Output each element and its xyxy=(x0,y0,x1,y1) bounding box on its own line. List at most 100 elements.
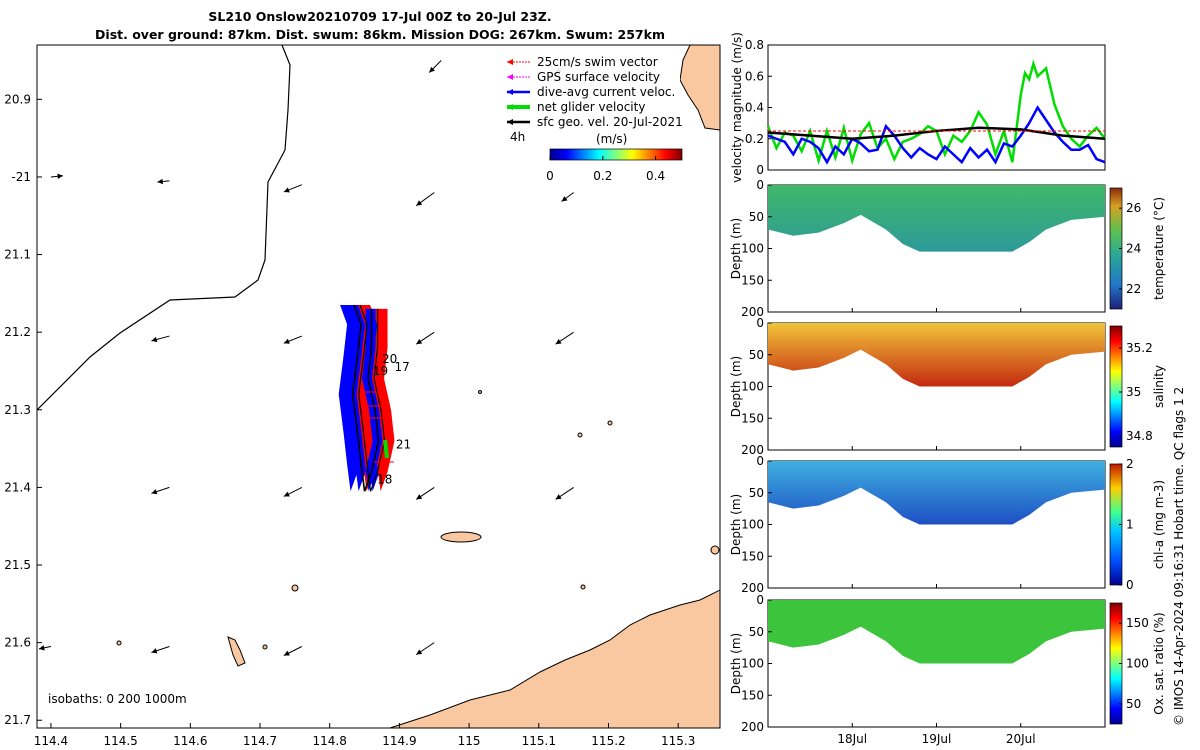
dive-avg-core-shading xyxy=(346,305,383,492)
depth-tick-label: 200 xyxy=(741,720,764,734)
geostrophic-vector-head xyxy=(283,650,290,656)
map-x-tick-label: 115.3 xyxy=(661,734,695,748)
depth-tick-label: 0 xyxy=(756,454,764,468)
isobath-line xyxy=(37,45,291,411)
legend-label: 25cm/s swim vector xyxy=(537,55,658,69)
depth-tick-label: 200 xyxy=(741,305,764,319)
geostrophic-vector-head xyxy=(151,489,158,495)
geostrophic-vector-head xyxy=(38,645,45,651)
colorbar-tick-label: 0.4 xyxy=(646,169,665,183)
track-day-label: 18 xyxy=(377,473,392,487)
island-central xyxy=(440,531,482,543)
depth-tick-label: 0 xyxy=(756,593,764,607)
section-colorbar xyxy=(1109,325,1123,448)
velocity-y-tick-label: 0.6 xyxy=(745,69,764,83)
legend-label: dive-avg current veloc. xyxy=(537,85,675,99)
track-day-label: 21 xyxy=(396,438,411,452)
colorbar-tick-label: 50 xyxy=(1126,697,1141,711)
colorbar-tick-label: 26 xyxy=(1126,201,1141,215)
colorbar-tick-label: 22 xyxy=(1126,282,1141,296)
track-day-label: 17 xyxy=(395,360,410,374)
land-ne-peninsula xyxy=(679,45,720,131)
legend-arrowhead xyxy=(507,89,513,95)
islet-1 xyxy=(291,584,299,592)
map-x-tick-label: 115.1 xyxy=(522,734,556,748)
depth-tick-label: 0 xyxy=(756,316,764,330)
islet-3 xyxy=(577,432,583,438)
legend-arrowhead xyxy=(507,74,513,80)
velocity-series-line xyxy=(767,105,1106,165)
legend-box xyxy=(500,52,680,147)
colorbar-tick-label: 100 xyxy=(1126,657,1149,671)
velocity-ylabel: velocity magnitude (m/s) xyxy=(730,32,744,183)
geostrophic-vector-head xyxy=(429,66,435,73)
legend-arrowhead xyxy=(507,104,513,110)
map-y-tick-label: 20.9 xyxy=(4,92,31,106)
colorbar-label: Ox. sat. ratio (%) xyxy=(1152,612,1166,714)
colorbar-tick-label: 0 xyxy=(1126,578,1134,592)
velocity-series-line xyxy=(766,59,1106,166)
velocity-series-line xyxy=(767,126,1106,141)
map-x-tick-label: 114.6 xyxy=(173,734,207,748)
geostrophic-vector-head xyxy=(157,178,164,185)
islet-8 xyxy=(478,390,482,394)
geostrophic-vector-head xyxy=(151,336,158,343)
legend-arrowhead xyxy=(507,59,513,65)
map-x-tick-label: 114.7 xyxy=(243,734,277,748)
depth-tick-label: 150 xyxy=(741,273,764,287)
net-glider-velocity-mark xyxy=(383,439,389,459)
map-x-tick-label: 114.4 xyxy=(34,734,68,748)
legend-arrowhead xyxy=(507,119,513,125)
map-y-tick-label: 21.7 xyxy=(4,713,31,727)
depth-tick-label: 100 xyxy=(741,657,764,671)
legend-label: GPS surface velocity xyxy=(537,70,660,84)
map-y-tick-label: 21.2 xyxy=(4,325,31,339)
map-x-tick-label: 115.2 xyxy=(591,734,625,748)
velocity-y-tick-label: 0.8 xyxy=(745,38,764,52)
geostrophic-vector-head xyxy=(555,338,562,345)
map-y-tick-label: -21 xyxy=(11,170,31,184)
geostrophic-vector-head xyxy=(416,649,423,655)
velocity-frame xyxy=(767,44,1106,171)
speed-colorbar: (m/s) 0 0.2 0.4 xyxy=(546,132,683,183)
colorbar-label: salinity xyxy=(1152,365,1166,408)
geostrophic-vector-head xyxy=(151,648,158,654)
map-y-tick-label: 21.6 xyxy=(4,636,31,650)
island-west xyxy=(227,636,246,667)
geostrophic-vector-head xyxy=(57,173,63,179)
section-ylabel: Depth (m) xyxy=(729,356,743,417)
geostrophic-vector xyxy=(304,37,316,42)
depth-tick-label: 50 xyxy=(749,348,764,362)
time-tick-label: 19Jul xyxy=(922,732,952,746)
depth-tick-label: 150 xyxy=(741,688,764,702)
map-y-tick-label: 21.3 xyxy=(4,403,31,417)
track-day-label: 19 xyxy=(373,364,388,378)
islet-4 xyxy=(607,420,613,426)
depth-tick-label: 50 xyxy=(749,625,764,639)
map-axes: 114.4 114.5 114.6 114.7 114.8 114.9 115 115.1 11… xyxy=(4,92,695,748)
map-x-tick-label: 114.8 xyxy=(313,734,347,748)
colorbar-tick-label: 34.8 xyxy=(1126,429,1153,443)
depth-tick-label: 150 xyxy=(741,549,764,563)
legend-label: sfc geo. vel. 20-Jul-2021 xyxy=(537,115,683,129)
depth-tick-label: 100 xyxy=(741,380,764,394)
section-ylabel: Depth (m) xyxy=(729,218,743,279)
geostrophic-vector-head xyxy=(416,494,423,500)
geostrophic-vector-head xyxy=(304,38,310,43)
section-ylabel: Depth (m) xyxy=(729,633,743,694)
depth-tick-label: 50 xyxy=(749,486,764,500)
geostrophic-vector-head xyxy=(283,338,290,344)
geostrophic-vector-head xyxy=(416,200,423,206)
isobaths-label: isobaths: 0 200 1000m xyxy=(48,692,187,706)
geostrophic-vector-head xyxy=(555,494,562,500)
geostrophic-vector-head xyxy=(416,338,423,345)
colorbar-label: chl-a (mg m-3) xyxy=(1152,480,1166,569)
colorbar-unit: (m/s) xyxy=(596,132,627,146)
colorbar-tick-label: 0 xyxy=(546,169,554,183)
depth-tick-label: 200 xyxy=(741,581,764,595)
colorbar-tick-label: 35.2 xyxy=(1126,341,1153,355)
